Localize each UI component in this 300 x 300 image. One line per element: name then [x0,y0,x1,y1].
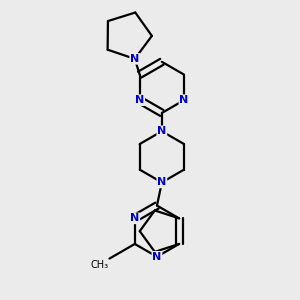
Text: N: N [157,126,167,136]
Text: CH₃: CH₃ [90,260,109,270]
Text: N: N [157,177,167,188]
Text: N: N [130,213,140,224]
Text: N: N [152,252,162,262]
Text: N: N [179,95,189,105]
Text: N: N [135,95,144,105]
Text: N: N [130,54,140,64]
